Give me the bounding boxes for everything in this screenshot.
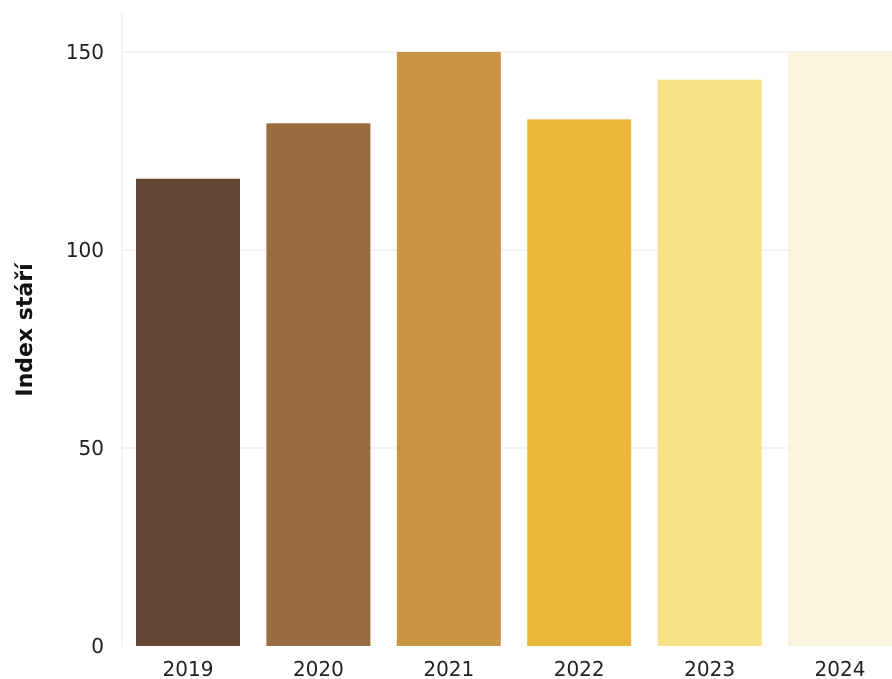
y-axis-title: Index stáří (13, 262, 38, 397)
x-tick-label-2023: 2023 (684, 657, 735, 679)
bars (136, 52, 892, 647)
x-tick-label-2024: 2024 (815, 657, 866, 679)
y-tick-label-100: 100 (66, 238, 104, 262)
bar-2019 (136, 178, 240, 646)
x-tick-label-2019: 2019 (163, 657, 214, 679)
bar-2024 (788, 52, 892, 646)
x-tick-label-2021: 2021 (423, 657, 474, 679)
y-axis-ticks: 0 50 100 150 (66, 40, 104, 658)
gridlines (122, 51, 892, 449)
y-tick-label-0: 0 (91, 634, 104, 658)
bar-2020 (266, 123, 371, 646)
x-tick-label-2022: 2022 (554, 657, 605, 679)
x-tick-label-2020: 2020 (293, 657, 344, 679)
y-tick-label-150: 150 (66, 40, 104, 64)
bar-2022 (527, 119, 632, 646)
x-axis-ticks: 2019 2020 2021 2022 2023 2024 (163, 657, 866, 679)
bar-2021 (396, 52, 501, 646)
bar-2023 (657, 79, 762, 647)
y-tick-label-50: 50 (79, 436, 104, 460)
